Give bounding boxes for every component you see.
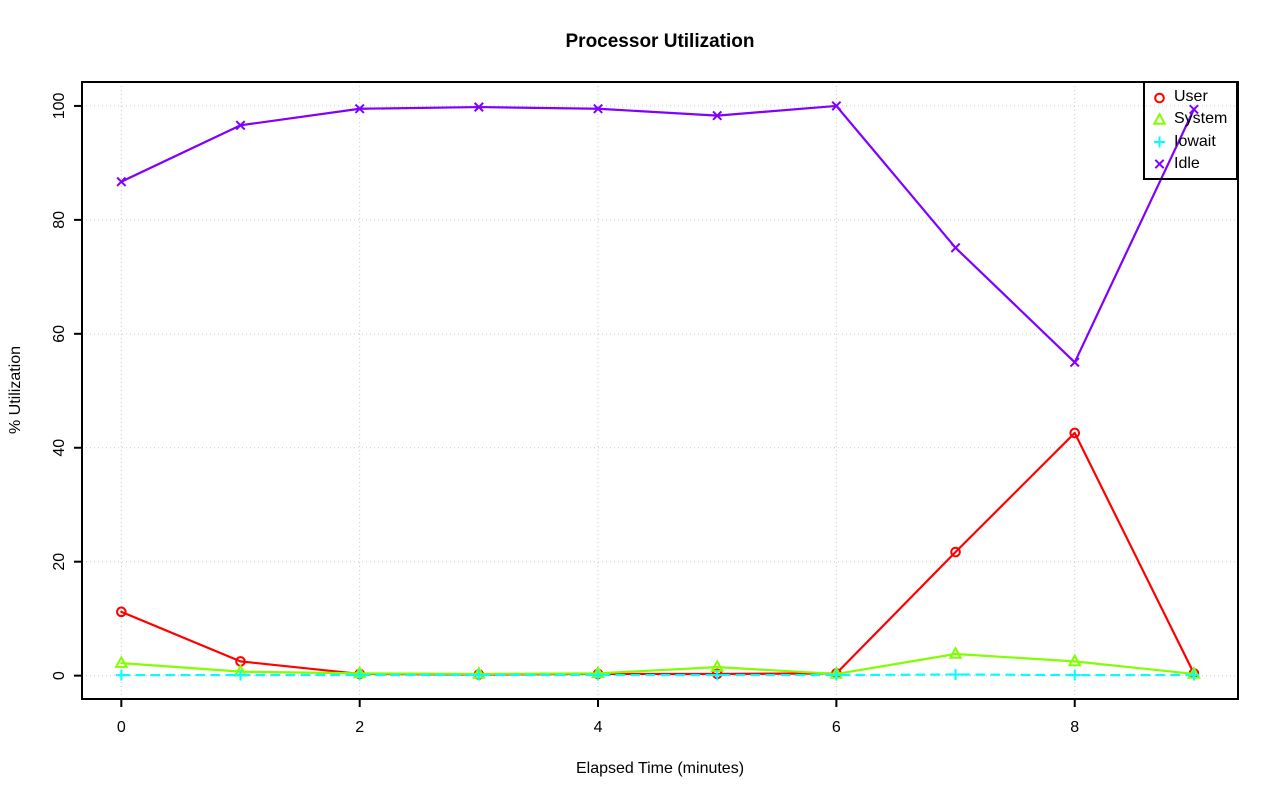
x-tick-labels: 0 2 4 6 8 (117, 719, 1079, 736)
svg-text:40: 40 (51, 439, 68, 457)
legend-item-idle: Idle (1152, 154, 1236, 174)
series-idle (116, 101, 1199, 368)
svg-text:6: 6 (832, 719, 841, 736)
svg-text:0: 0 (51, 671, 68, 680)
legend-item-iowait: Iowait (1152, 132, 1236, 152)
y-axis-label: % Utilization (7, 345, 24, 435)
circle-icon (1152, 90, 1167, 105)
series-user-markers (116, 427, 1200, 680)
chart-title: Processor Utilization (565, 31, 755, 52)
grid-lines (82, 82, 1238, 699)
svg-text:100: 100 (51, 92, 68, 119)
svg-text:80: 80 (51, 211, 68, 229)
series-idle-markers (116, 101, 1199, 368)
svg-text:60: 60 (51, 325, 68, 343)
plus-icon (1152, 134, 1167, 149)
series-iowait (115, 669, 1200, 681)
legend-item-system: System (1152, 109, 1236, 129)
legend-label-system: System (1174, 110, 1228, 128)
series-idle-line (120, 104, 1196, 364)
series-user-line (120, 431, 1196, 676)
legend-label-user: User (1174, 88, 1208, 106)
series-user (116, 427, 1200, 680)
svg-text:0: 0 (117, 719, 126, 736)
legend-label-iowait: Iowait (1174, 132, 1216, 150)
series-iowait-markers (115, 669, 1200, 681)
legend: User System Iowait Idle (1143, 81, 1238, 180)
svg-text:2: 2 (355, 719, 364, 736)
svg-text:8: 8 (1070, 719, 1079, 736)
y-tick-labels: 0 20 40 60 80 100 (51, 92, 68, 680)
x-icon (1152, 156, 1167, 171)
svg-text:20: 20 (51, 553, 68, 571)
triangle-icon (1152, 111, 1167, 127)
series-iowait-line (120, 673, 1196, 677)
svg-text:4: 4 (594, 719, 603, 736)
legend-item-user: User (1152, 87, 1236, 107)
series-system (114, 646, 1201, 679)
legend-label-idle: Idle (1174, 154, 1200, 172)
x-axis-label: Elapsed Time (minutes) (575, 760, 745, 777)
plot-border (81, 81, 1239, 700)
series-system-line (120, 652, 1196, 676)
axis-ticks (74, 104, 1076, 707)
